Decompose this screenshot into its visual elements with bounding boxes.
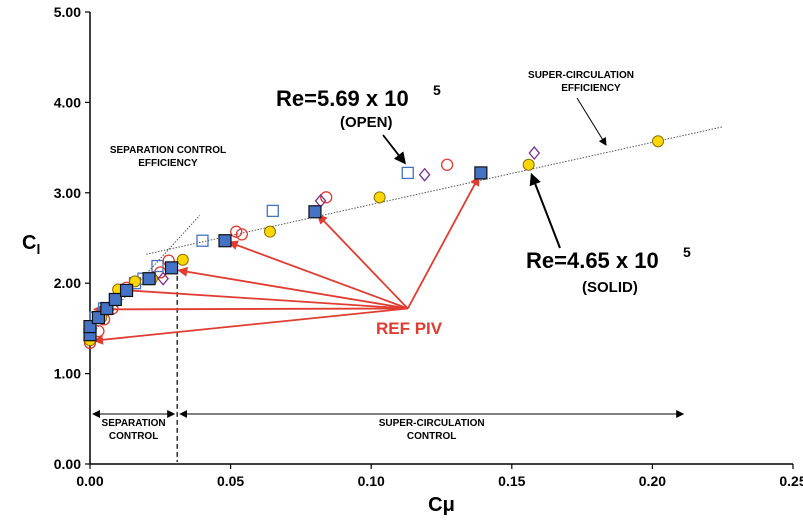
axes (89, 12, 793, 465)
separation-efficiency-note: SEPARATION CONTROL (110, 145, 226, 156)
data-point (401, 166, 414, 180)
data-point (373, 191, 386, 204)
data-point (440, 158, 454, 171)
x-tick-label: 0.05 (217, 473, 244, 489)
data-point (218, 234, 232, 248)
data-point (308, 205, 322, 219)
super-circulation-efficiency-note: EFFICIENCY (561, 83, 621, 94)
super-circulation-efficiency-note: SUPER-CIRCULATION (528, 70, 634, 81)
region-label: SEPARATION (102, 418, 166, 429)
ref-piv-arrow (177, 266, 408, 310)
x-tick-label: 0.10 (358, 473, 385, 489)
ref-piv-arrow (92, 304, 408, 315)
region-label: CONTROL (109, 431, 158, 442)
data-point (320, 191, 333, 204)
ref-piv-arrow (92, 307, 408, 345)
re-solid-condition: (SOLID) (582, 279, 638, 296)
super-circulation-efficiency-line (146, 126, 723, 255)
re-open-exponent: 5 (433, 82, 441, 98)
data-point (263, 225, 276, 238)
y-tick-label: 5.00 (54, 4, 81, 20)
control-regions: SEPARATION CONTROL SUPER-CIRCULATION CONTRO… (92, 267, 685, 462)
annotations: Re=5.69 x 10 5 (OPEN) Re=4.65 x 10 5 (SOLID) S… (110, 70, 691, 338)
ref-piv-arrow (406, 175, 480, 309)
y-axis-label: Cl (22, 232, 40, 257)
data-point (235, 228, 248, 241)
x-tick-label: 0.25 (779, 473, 803, 489)
data-point (528, 146, 541, 161)
ref-piv-arrow (317, 213, 409, 310)
data-point (142, 272, 156, 286)
re-open-label: Re=5.69 x 10 (276, 86, 409, 111)
re-solid-label: Re=4.65 x 10 (526, 248, 659, 273)
data-point (652, 135, 665, 148)
data-point (108, 292, 122, 307)
data-point (164, 261, 179, 275)
re-open-condition: (OPEN) (340, 114, 393, 131)
y-tick-label: 1.00 (54, 366, 81, 382)
data-point (474, 166, 488, 180)
ref-piv-label: REF PIV (376, 319, 443, 338)
data-point (522, 158, 535, 171)
data-point (230, 225, 243, 238)
x-tick-label: 0.15 (498, 473, 525, 489)
region-label: CONTROL (407, 431, 456, 442)
tick-labels: 0.00 0.05 0.10 0.15 0.20 0.25 0.00 1.00 2.00 3.00… (54, 4, 803, 489)
y-tick-label: 0.00 (54, 456, 81, 472)
y-tick-label: 3.00 (54, 185, 81, 201)
data-point (196, 234, 209, 247)
data-points (83, 135, 665, 350)
super-circulation-efficiency-arrow (576, 97, 607, 146)
data-point (266, 204, 279, 218)
y-tick-label: 4.00 (54, 94, 81, 110)
y-tick-label: 2.00 (54, 275, 81, 291)
separation-efficiency-note: EFFICIENCY (138, 158, 198, 169)
x-axis-label: Cμ (428, 494, 455, 516)
re-open-arrow (382, 134, 406, 165)
re-solid-arrow (529, 172, 561, 249)
data-point (151, 259, 164, 273)
data-point (176, 253, 189, 266)
data-point (418, 167, 431, 182)
re-solid-exponent: 5 (683, 244, 691, 260)
ref-piv-arrow (227, 240, 409, 310)
ref-piv-arrow (118, 285, 408, 310)
data-point (119, 283, 134, 298)
x-tick-label: 0.20 (639, 473, 666, 489)
region-label: SUPER-CIRCULATION (379, 418, 485, 429)
data-point (157, 271, 169, 286)
ref-piv-arrows (92, 175, 480, 345)
x-tick-label: 0.00 (76, 473, 103, 489)
